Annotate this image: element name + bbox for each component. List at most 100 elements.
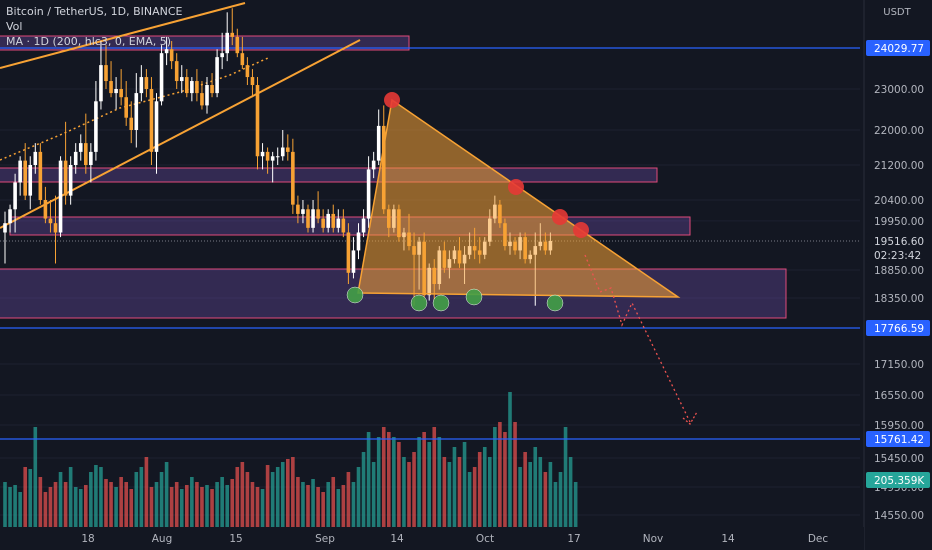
volume-bar bbox=[477, 452, 482, 527]
volume-bar bbox=[488, 457, 492, 527]
candle-body bbox=[351, 250, 356, 273]
support-marker bbox=[410, 294, 428, 312]
volume-bar bbox=[73, 487, 78, 527]
volume-bar bbox=[558, 472, 563, 527]
candle-body bbox=[200, 93, 204, 106]
volume-bar bbox=[78, 489, 83, 527]
candle bbox=[195, 69, 199, 102]
legend: Bitcoin / TetherUS, 1D, BINANCE Vol MA ·… bbox=[6, 4, 183, 49]
candle bbox=[286, 134, 290, 161]
candle bbox=[341, 209, 346, 238]
last-price-label: 19516.60 bbox=[874, 236, 924, 248]
x-tick-label: Nov bbox=[643, 533, 664, 545]
candle bbox=[89, 143, 93, 183]
volume-bar bbox=[427, 442, 431, 527]
candle bbox=[23, 143, 27, 200]
candle bbox=[361, 209, 366, 238]
candle-body bbox=[286, 147, 290, 152]
volume-bar bbox=[240, 462, 245, 527]
axis-panel bbox=[864, 0, 932, 550]
volume-bar bbox=[48, 487, 53, 527]
volume-bar bbox=[200, 487, 204, 527]
candle-body bbox=[28, 165, 33, 196]
candle bbox=[220, 32, 224, 70]
volume-bar bbox=[154, 482, 159, 527]
candle-body bbox=[89, 151, 93, 165]
volume-bar bbox=[321, 492, 325, 527]
candle bbox=[200, 81, 204, 110]
volume-bar bbox=[114, 487, 118, 527]
candle bbox=[296, 195, 300, 224]
volume-bar bbox=[260, 489, 265, 527]
y-tick-label: 17150.00 bbox=[874, 359, 924, 371]
y-tick-label: 22000.00 bbox=[874, 125, 924, 137]
volume-bar bbox=[412, 452, 416, 527]
candle bbox=[336, 209, 341, 233]
level-label-24029-bg bbox=[866, 40, 930, 56]
resistance-marker bbox=[384, 92, 400, 108]
volume-bar bbox=[255, 487, 260, 527]
countdown-label-bg bbox=[866, 247, 930, 263]
volume-bar bbox=[306, 485, 310, 527]
volume-bars bbox=[3, 392, 578, 527]
volume-bar bbox=[164, 462, 169, 527]
candle-body bbox=[306, 209, 310, 228]
volume-bar bbox=[563, 427, 568, 527]
candle-body bbox=[331, 213, 336, 228]
volume-bar bbox=[139, 467, 144, 527]
volume-bar bbox=[210, 489, 214, 527]
candle-body bbox=[23, 160, 27, 196]
volume-bar bbox=[422, 432, 426, 527]
candle bbox=[275, 147, 280, 165]
volume-bar bbox=[392, 437, 396, 527]
volume-bar bbox=[336, 489, 341, 527]
candle bbox=[255, 77, 260, 170]
volume-bar bbox=[407, 462, 411, 527]
time-axis-panel bbox=[0, 527, 864, 550]
legend-ma: MA · 1D (200, hlc3, 0, EMA, 5) bbox=[6, 35, 172, 48]
candle-body bbox=[225, 32, 229, 54]
candle bbox=[53, 195, 58, 264]
candle-body bbox=[316, 209, 320, 219]
candle bbox=[149, 77, 154, 165]
volume-bar bbox=[169, 487, 174, 527]
volume-bar bbox=[296, 477, 300, 527]
candle bbox=[104, 45, 108, 89]
candle bbox=[139, 65, 144, 102]
volume-bar bbox=[387, 432, 391, 527]
candle-body bbox=[250, 77, 255, 86]
candle-body bbox=[94, 101, 98, 152]
candle bbox=[18, 156, 22, 196]
candle-body bbox=[129, 117, 134, 130]
volume-bar bbox=[346, 472, 351, 527]
candle-body bbox=[58, 160, 63, 233]
candle bbox=[230, 8, 235, 46]
candle-body bbox=[78, 143, 83, 152]
level-label-24029: 24029.77 bbox=[874, 43, 924, 55]
zone bbox=[0, 35, 410, 51]
volume-bar bbox=[498, 422, 502, 527]
candle-body bbox=[53, 223, 58, 233]
x-tick-label: 14 bbox=[721, 533, 735, 545]
volume-bar bbox=[331, 477, 336, 527]
candle bbox=[144, 69, 149, 98]
volume-bar bbox=[417, 437, 421, 527]
volume-bar bbox=[361, 452, 366, 527]
volume-bar bbox=[316, 487, 320, 527]
candle bbox=[73, 143, 78, 174]
x-tick-label: Dec bbox=[808, 533, 829, 545]
volume-bar bbox=[548, 462, 553, 527]
volume-bar bbox=[538, 457, 543, 527]
volume-bar bbox=[84, 485, 88, 527]
level-label-17766-bg bbox=[866, 320, 930, 336]
support-marker bbox=[346, 286, 364, 304]
candle-body bbox=[230, 32, 235, 37]
x-tick-label: Oct bbox=[476, 533, 494, 545]
volume-bar bbox=[149, 487, 154, 527]
volume-bar bbox=[356, 467, 361, 527]
volume-bar bbox=[109, 482, 113, 527]
volume-bar bbox=[195, 482, 199, 527]
volume-bar bbox=[18, 492, 22, 527]
